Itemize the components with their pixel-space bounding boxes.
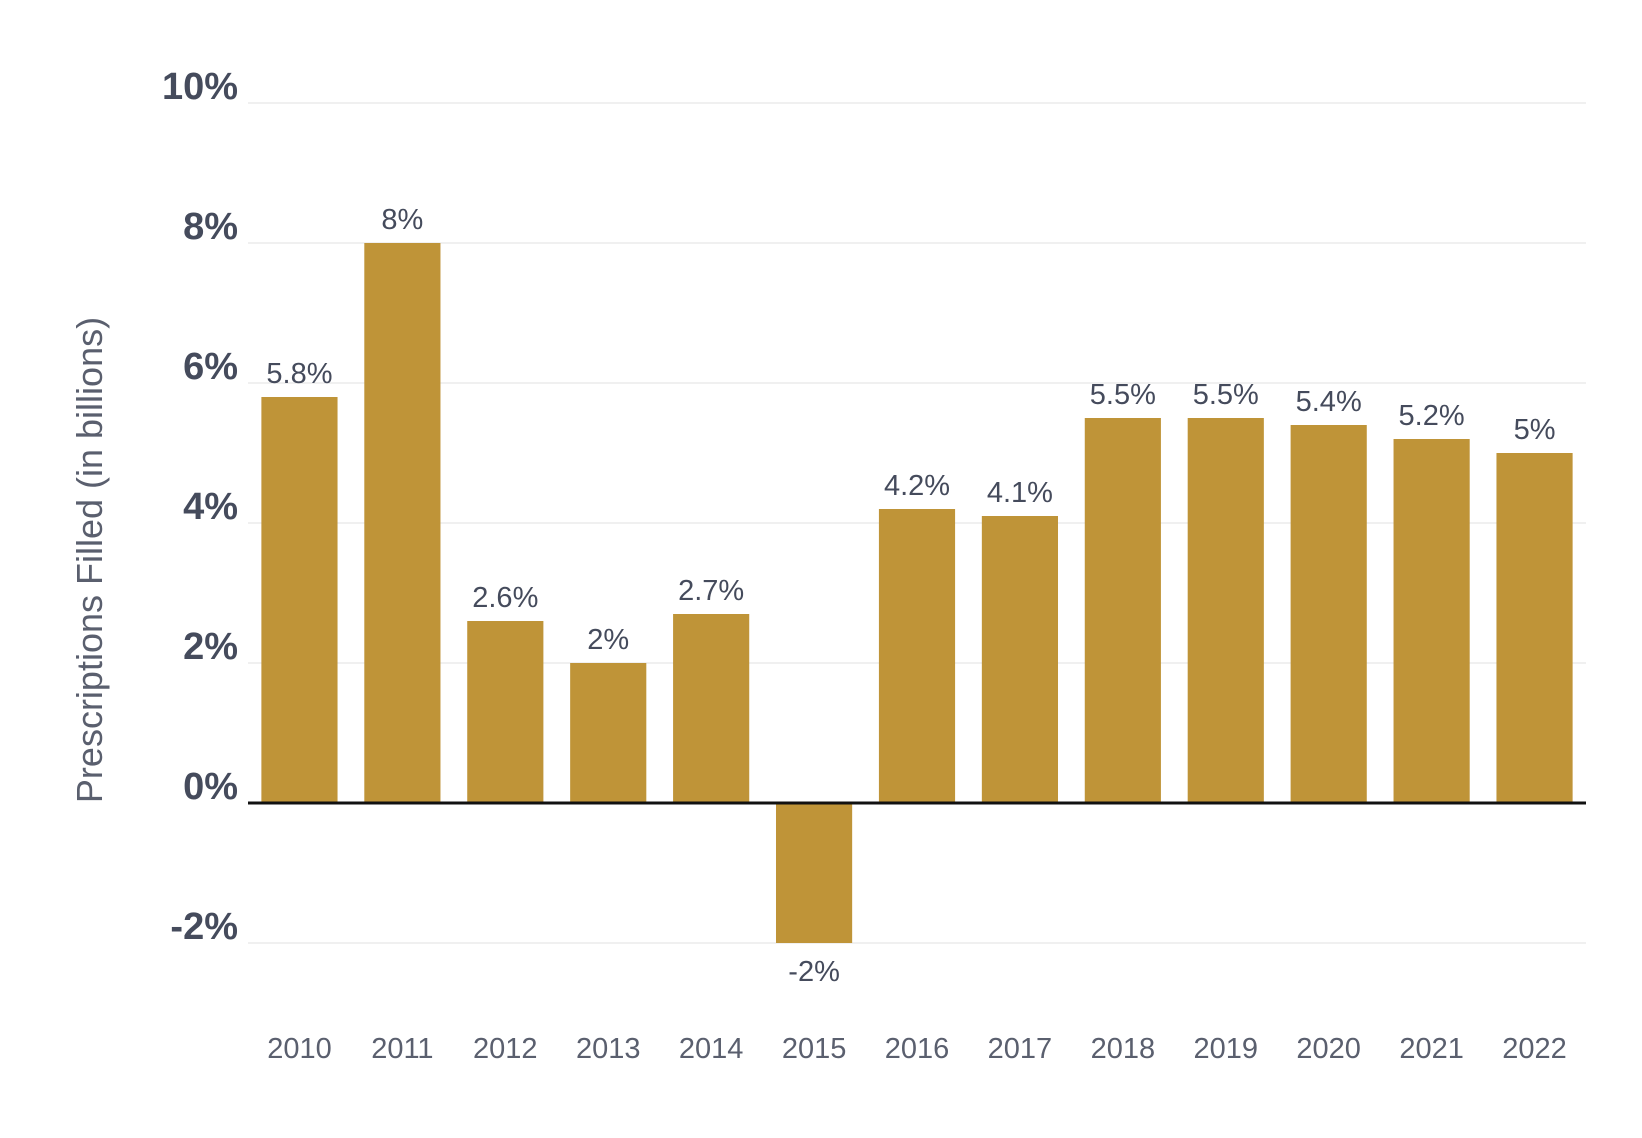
x-tick-label: 2015: [782, 1033, 847, 1065]
bar-2017: [981, 516, 1059, 803]
data-label: 5.4%: [1296, 386, 1362, 418]
bar-2016: [878, 509, 956, 803]
data-label: 5.5%: [1090, 379, 1156, 411]
x-tick-label: 2016: [885, 1033, 950, 1065]
bar-2022: [1496, 453, 1573, 803]
data-label: 8%: [381, 204, 423, 236]
x-tick-label: 2022: [1502, 1033, 1567, 1065]
data-labels: 5.8% 8% 2.6% 2% 2.7% -2% 4.2% 4.1% 5.5% 5.5% 5.4% 5…: [266, 204, 1555, 988]
bar-2010: [261, 397, 338, 803]
bars: [261, 243, 1573, 943]
x-tick-label: 2011: [371, 1033, 433, 1065]
y-axis-ticks: -2% 0% 2% 4% 6% 8% 10%: [162, 66, 238, 948]
x-axis-ticks: 2010 2011 2012 2013 2014 2015 2016 2017 2018 2019…: [267, 1033, 1567, 1065]
data-label: 4.1%: [987, 477, 1053, 509]
bar-2020: [1290, 425, 1367, 803]
data-label: 2.7%: [678, 575, 744, 607]
x-tick-label: 2012: [473, 1033, 538, 1065]
data-label: -2%: [788, 956, 840, 988]
data-label: 5%: [1514, 414, 1556, 446]
x-tick-label: 2019: [1194, 1033, 1259, 1065]
data-label: 2%: [587, 624, 629, 656]
y-tick-label: 8%: [183, 206, 238, 248]
data-label: 5.5%: [1193, 379, 1259, 411]
bar-2018: [1084, 418, 1161, 803]
x-tick-label: 2013: [576, 1033, 641, 1065]
x-tick-label: 2021: [1399, 1033, 1464, 1065]
data-label: 2.6%: [472, 582, 538, 614]
y-tick-label: 0%: [183, 766, 238, 808]
data-label: 5.8%: [266, 358, 332, 390]
y-tick-label: 6%: [183, 346, 238, 388]
y-axis-title: Prescriptions Filled (in billions): [69, 317, 110, 803]
data-label: 5.2%: [1399, 400, 1465, 432]
y-tick-label: 4%: [183, 486, 238, 528]
x-tick-label: 2018: [1091, 1033, 1156, 1065]
y-tick-label: 2%: [183, 626, 238, 668]
x-tick-label: 2010: [267, 1033, 332, 1065]
bar-2015: [775, 803, 853, 943]
bar-2013: [570, 663, 647, 803]
bar-2014: [673, 614, 750, 803]
bar-2012: [467, 621, 544, 803]
bar-2021: [1393, 439, 1470, 803]
y-tick-label: 10%: [162, 66, 238, 108]
bar-2019: [1187, 418, 1264, 803]
x-tick-label: 2017: [988, 1033, 1053, 1065]
data-label: 4.2%: [884, 470, 950, 502]
x-tick-label: 2014: [679, 1033, 744, 1065]
y-tick-label: -2%: [170, 906, 238, 948]
bar-2011: [364, 243, 441, 803]
x-tick-label: 2020: [1296, 1033, 1361, 1065]
